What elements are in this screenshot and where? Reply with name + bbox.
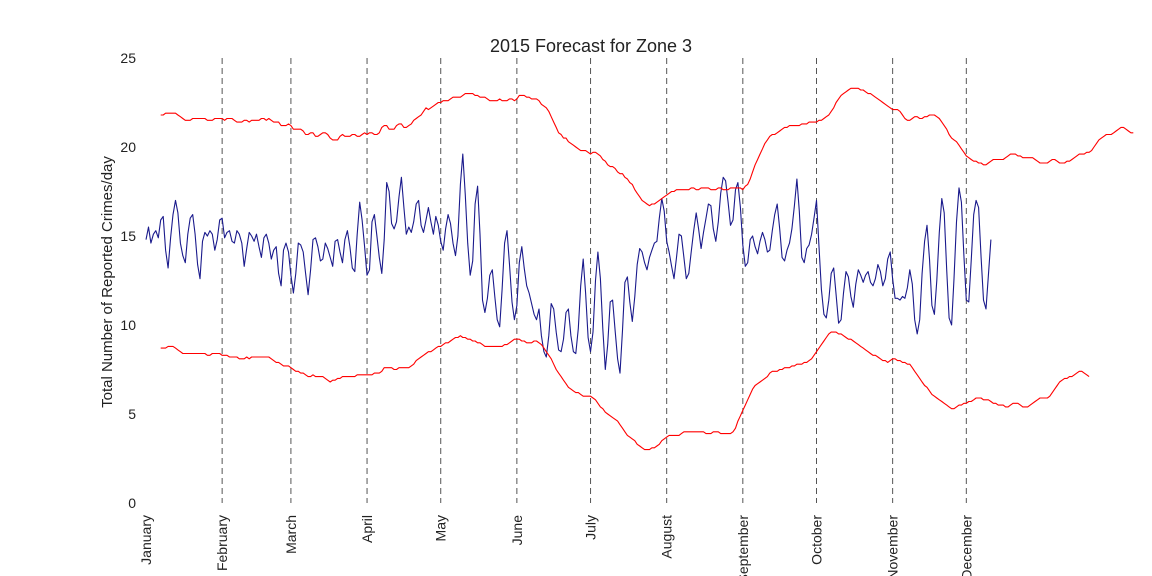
y-tick-label: 0: [128, 495, 136, 511]
series-line-lower-bound: [160, 331, 1090, 451]
y-tick-label: 25: [120, 50, 136, 66]
x-tick-label: June: [509, 515, 525, 546]
y-tick-label: 5: [128, 406, 136, 422]
x-tick-label: April: [359, 515, 375, 543]
series-line-upper-bound: [160, 87, 1134, 207]
chart-title: 2015 Forecast for Zone 3: [490, 36, 692, 56]
x-tick-label: February: [214, 515, 230, 571]
y-axis-label: Total Number of Reported Crimes/day: [99, 156, 116, 408]
x-tick-label: December: [958, 515, 974, 576]
month-divider-lines: [221, 58, 967, 503]
series-lines: [145, 87, 1134, 451]
x-tick-label: August: [659, 515, 675, 559]
x-tick-label: October: [809, 515, 825, 565]
series-line-forecast: [145, 153, 992, 374]
x-tick-label: November: [885, 515, 901, 576]
y-tick-label: 15: [120, 228, 136, 244]
y-axis-ticks: 0 5 10 15 20 25: [120, 50, 136, 511]
x-axis-ticks: January February March April May June July Augu…: [138, 515, 974, 576]
y-tick-label: 10: [120, 317, 136, 333]
x-tick-label: May: [433, 515, 449, 541]
x-tick-label: January: [138, 515, 154, 565]
x-tick-label: September: [735, 515, 751, 576]
x-tick-label: March: [283, 515, 299, 554]
x-tick-label: July: [583, 515, 599, 540]
y-tick-label: 20: [120, 139, 136, 155]
